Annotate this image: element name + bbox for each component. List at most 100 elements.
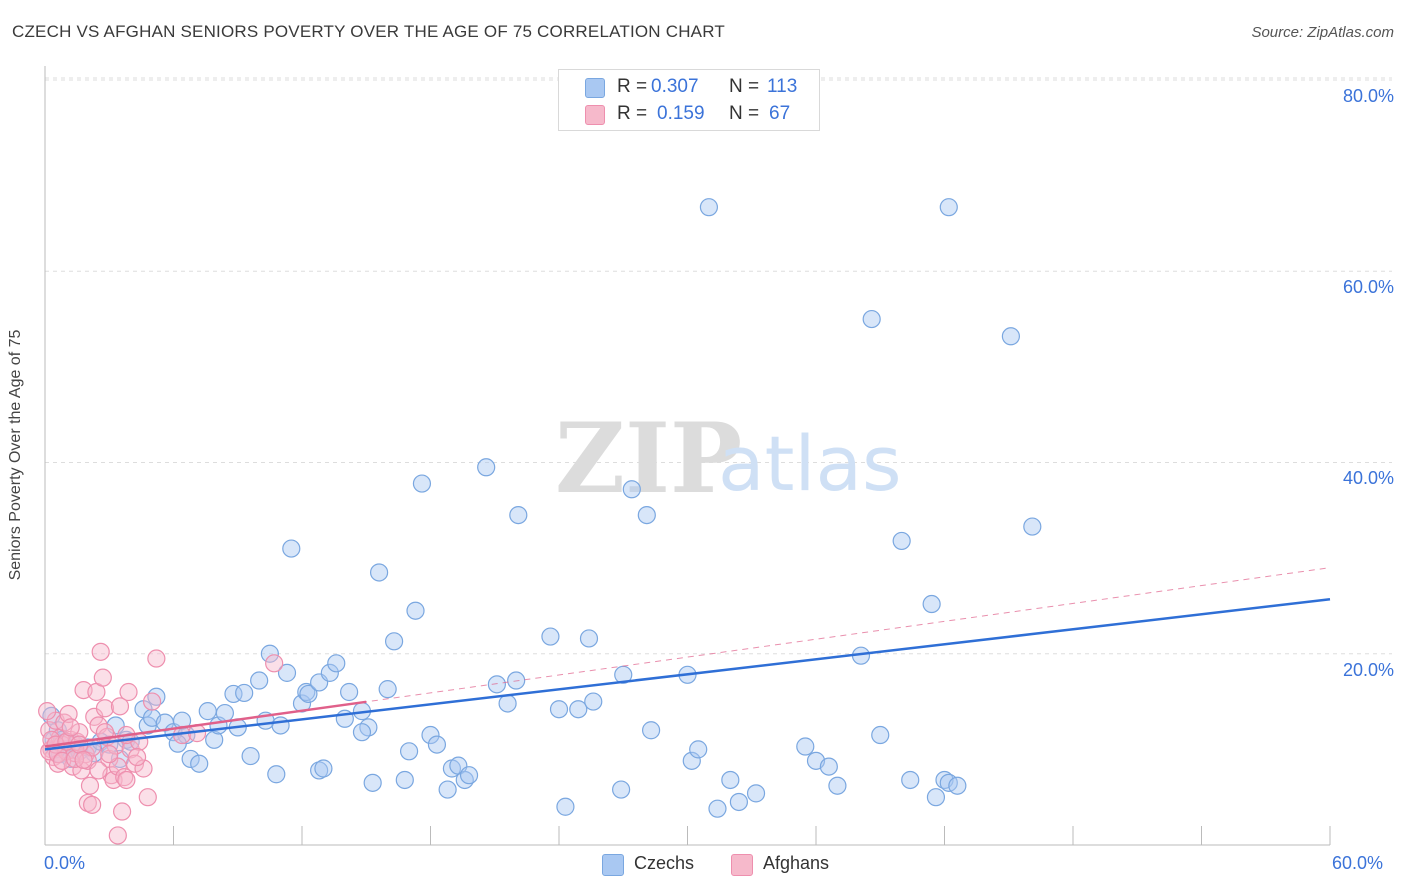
y-tick-label-80: 80.0%	[1342, 86, 1394, 106]
afghan-point	[91, 642, 110, 661]
czech-point	[689, 740, 708, 759]
czech-point	[871, 725, 890, 745]
czech-point	[948, 776, 967, 795]
czech-point	[168, 734, 187, 753]
afghans-legend-label: Afghans	[763, 853, 830, 873]
czech-point	[172, 711, 192, 730]
czech-point	[215, 703, 234, 723]
afghan-point	[125, 754, 145, 773]
czech-point	[421, 725, 440, 745]
czech-point	[260, 644, 279, 663]
czech-point	[926, 788, 946, 807]
czech-point	[796, 737, 815, 756]
czech-point	[862, 309, 881, 329]
czech-point	[395, 770, 414, 790]
czech-point	[682, 751, 701, 770]
czech-trend-line	[44, 598, 1331, 751]
czech-point	[477, 458, 496, 477]
czech-point	[198, 702, 217, 721]
afghan-point	[83, 795, 102, 814]
czech-point	[406, 601, 425, 620]
czech-point	[721, 770, 740, 790]
afghan-point	[95, 699, 115, 718]
czech-point	[438, 780, 457, 799]
czech-point	[384, 632, 404, 651]
afghan-point	[61, 718, 80, 737]
czech-point	[612, 780, 631, 799]
czechs-legend-label: Czechs	[634, 853, 695, 873]
afghan-legend-icon	[731, 854, 753, 876]
watermark-atlas: atlas	[718, 419, 902, 508]
afghan-point	[134, 759, 153, 778]
afghan-swatch-icon	[585, 105, 605, 125]
n-label: N =	[729, 103, 760, 124]
czech-point	[459, 766, 479, 785]
watermark-zip: ZIP	[555, 402, 742, 515]
czech-point	[901, 770, 920, 790]
y-tick-label-60: 60.0%	[1342, 277, 1394, 297]
czech-point	[250, 671, 269, 690]
afghan-point	[138, 788, 157, 807]
czech-point	[282, 539, 301, 558]
czech-point	[299, 684, 318, 704]
n-value: 67	[769, 103, 791, 124]
czech-point	[271, 716, 290, 735]
czech-point	[498, 694, 517, 713]
afghan-point	[147, 649, 166, 668]
czech-point	[399, 742, 419, 761]
afghan-point	[104, 770, 123, 790]
afghan-point	[89, 761, 108, 780]
czech-point	[746, 784, 766, 803]
afghan-point	[112, 802, 132, 821]
afghan-point	[119, 682, 138, 702]
r-value: 0.159	[657, 103, 705, 124]
czech-point	[579, 629, 599, 648]
czech-point	[569, 700, 588, 719]
czech-point	[314, 759, 333, 778]
afghan-point	[127, 747, 147, 767]
afghan-point	[265, 654, 284, 673]
afghan-point	[38, 702, 57, 721]
afghan-point	[115, 768, 134, 787]
czech-point	[637, 505, 656, 525]
czech-point	[370, 563, 389, 582]
r-value: 0.307	[651, 76, 699, 97]
y-tick-label-40: 40.0%	[1342, 468, 1394, 488]
source-note: Source: ZipAtlas.com	[1251, 24, 1394, 41]
czech-point	[277, 663, 297, 682]
czech-point	[708, 799, 727, 818]
czech-point	[320, 663, 339, 682]
czech-point	[235, 683, 254, 703]
czech-point	[241, 746, 260, 766]
czech-point	[819, 757, 838, 776]
afghan-point	[142, 692, 162, 711]
czech-point	[181, 749, 200, 769]
czech-point	[556, 797, 575, 816]
czech-point	[509, 505, 528, 525]
x-tick-label-max: 60.0%	[1332, 853, 1384, 873]
czech-point	[699, 198, 719, 217]
czech-point	[378, 680, 397, 699]
czech-point	[541, 627, 560, 646]
legend-row-czechs: R = 0.307 N = 113	[559, 74, 819, 100]
czech-point	[1023, 517, 1042, 536]
czech-point	[363, 773, 382, 792]
afghan-point	[110, 697, 130, 716]
czech-point	[1001, 327, 1020, 346]
czech-point	[922, 594, 941, 614]
czech-point	[584, 692, 603, 711]
czech-point	[327, 654, 346, 673]
czech-swatch-icon	[585, 78, 605, 98]
chart-title: CZECH VS AFGHAN SENIORS POVERTY OVER THE…	[12, 22, 725, 41]
r-label: R =	[617, 76, 648, 97]
afghan-point	[93, 668, 112, 687]
czech-point	[641, 721, 661, 740]
czech-point	[205, 730, 224, 749]
czech-point	[549, 700, 569, 719]
czech-point	[427, 735, 447, 754]
n-label: N =	[729, 76, 760, 97]
czech-point	[892, 531, 911, 551]
y-axis-label: Seniors Poverty Over the Age of 75	[7, 329, 24, 581]
afghan-point	[100, 745, 119, 764]
